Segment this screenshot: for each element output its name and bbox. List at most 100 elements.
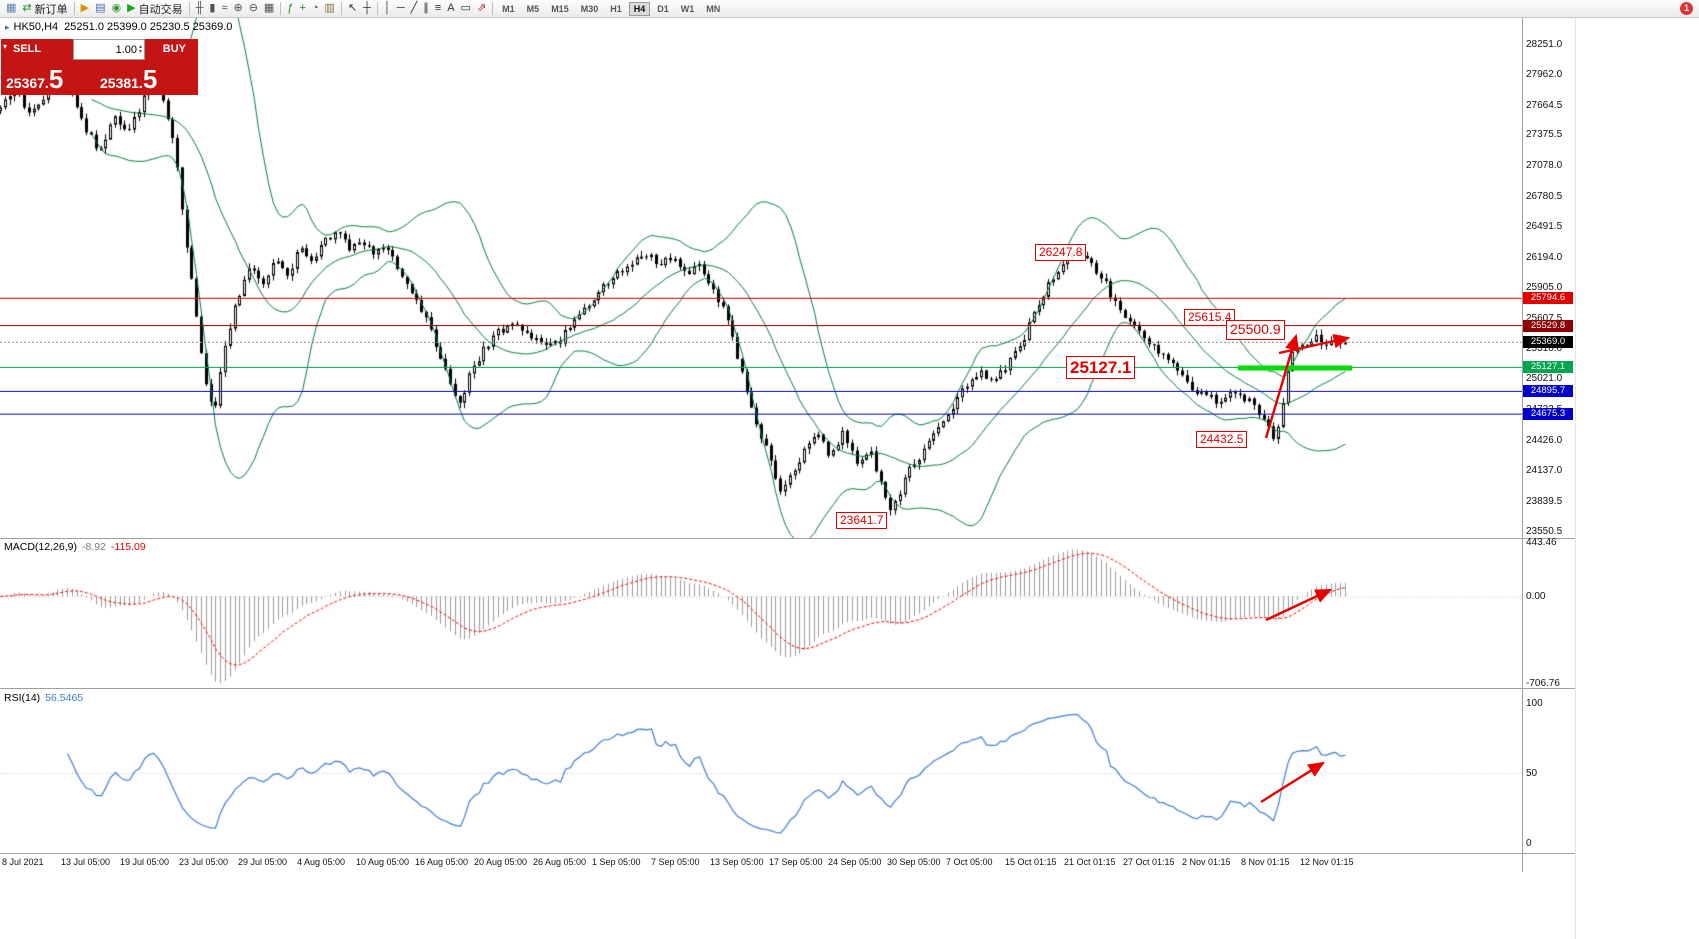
cursor-icon: ↖ xyxy=(347,2,358,14)
time-axis-label: 8 Jul 2021 xyxy=(2,857,44,867)
time-axis-label: 4 Aug 05:00 xyxy=(297,857,346,867)
price-level-tag: 25794.6 xyxy=(1523,292,1573,305)
fibonacci-icon[interactable]: ≡ xyxy=(432,1,444,16)
volume-down-icon[interactable]: ▾ xyxy=(138,48,142,55)
auto-trading-button[interactable]: ▶ 自动交易 xyxy=(124,1,185,16)
macd-axis-tick: 0.00 xyxy=(1526,591,1546,603)
fibonacci-icon: ≡ xyxy=(434,2,442,14)
text-icon: A xyxy=(447,2,455,14)
time-axis-label: 12 Nov 01:15 xyxy=(1300,857,1354,867)
buy-button[interactable]: BUY xyxy=(145,39,198,60)
vertical-line-icon: │ xyxy=(383,2,391,14)
one-click-trading-panel: ▾ SELL ▴ ▾ BUY 25367.5 25381.5 xyxy=(1,39,198,95)
macd-panel-canvas[interactable] xyxy=(0,539,1522,688)
templates-icon: ▥ xyxy=(324,2,335,14)
profiles-icon[interactable]: ▤ xyxy=(92,1,108,16)
price-axis-tick: 26780.5 xyxy=(1526,191,1563,203)
price-level-tag: 25369.0 xyxy=(1523,336,1573,349)
macd-indicator-label: MACD(12,26,9) -8.92 -115.09 xyxy=(4,541,146,553)
zoom-out-icon[interactable]: ⊖ xyxy=(246,1,261,16)
price-axis-tick: 25021.0 xyxy=(1526,373,1563,385)
macd-value: -8.92 xyxy=(81,541,106,553)
megaphone-icon[interactable]: ▶ xyxy=(78,1,92,16)
volume-input[interactable] xyxy=(74,43,139,56)
price-annotation-label: 26247.8 xyxy=(1035,244,1087,261)
arrows-tool-icon[interactable]: ⇗ xyxy=(474,1,489,16)
buy-price[interactable]: 25381.5 xyxy=(100,64,158,94)
panel-separator-macd[interactable] xyxy=(0,538,1575,539)
timeframe-button-M1[interactable]: M1 xyxy=(502,3,515,14)
channel-icon[interactable]: ∥ xyxy=(420,1,432,16)
market-watch-icon[interactable]: ◉ xyxy=(109,1,125,16)
collapse-trading-panel-icon[interactable]: ▾ xyxy=(3,42,8,51)
timeframe-button-H4[interactable]: H4 xyxy=(628,1,651,16)
price-axis-tick: 25607.5 xyxy=(1526,312,1563,324)
price-axis-tick: 27664.5 xyxy=(1526,99,1563,111)
price-axis-separator xyxy=(1522,18,1523,872)
line-chart-icon[interactable]: ≈ xyxy=(218,1,230,16)
timeframe-button-D1[interactable]: D1 xyxy=(657,3,669,14)
crosshair-icon[interactable]: ┼ xyxy=(360,1,374,16)
arrows-tool-icon: ⇗ xyxy=(476,2,487,14)
volume-spinner[interactable]: ▴ ▾ xyxy=(138,43,144,55)
timeframe-button-W1[interactable]: W1 xyxy=(680,3,695,14)
main-chart-canvas[interactable] xyxy=(0,18,1522,538)
price-axis-tick: 27962.0 xyxy=(1526,68,1563,80)
zoom-in-icon[interactable]: ⊕ xyxy=(230,1,245,16)
notification-badge[interactable]: 1 xyxy=(1680,2,1693,15)
tile-windows-icon: ▦ xyxy=(263,2,275,14)
timeframe-button-M15[interactable]: M15 xyxy=(551,3,569,14)
trade-prices-row: 25367.5 25381.5 xyxy=(1,60,198,95)
sell-price[interactable]: 25367.5 xyxy=(6,64,64,94)
time-axis-label: 29 Jul 05:00 xyxy=(238,857,288,867)
crosshair-icon: ┼ xyxy=(363,2,371,14)
indicators-icon[interactable]: ƒ xyxy=(284,1,296,16)
text-label-icon: ▭ xyxy=(460,2,471,14)
timeframe-button-H1[interactable]: H1 xyxy=(610,3,622,14)
rsi-name: RSI(14) xyxy=(4,692,41,704)
timeframe-button-M30[interactable]: M30 xyxy=(580,3,599,14)
price-axis-tick: 23839.5 xyxy=(1526,495,1563,507)
chart-window-icon: ▦ xyxy=(6,2,17,14)
cursor-icon[interactable]: ↖ xyxy=(345,1,360,16)
time-axis-label: 1 Sep 05:00 xyxy=(592,857,641,867)
bar-chart-icon: ╫ xyxy=(195,2,204,14)
macd-axis-tick: 443.46 xyxy=(1526,537,1557,548)
timeframe-button-MN[interactable]: MN xyxy=(706,3,721,14)
chart-symbol-label: HK50,H4 xyxy=(13,21,59,33)
rsi-panel-canvas[interactable] xyxy=(0,689,1522,853)
candlestick-chart-icon[interactable]: ▮ xyxy=(206,1,218,16)
panel-separator-rsi[interactable] xyxy=(0,688,1575,689)
time-axis-label: 8 Nov 01:15 xyxy=(1241,857,1290,867)
chart-window-icon[interactable]: ▦ xyxy=(3,1,19,16)
zoom-out-icon: ⊖ xyxy=(248,2,258,14)
time-axis-label: 13 Sep 05:00 xyxy=(710,857,764,867)
toolbar: ▦ ⇄ 新订单 ▶ ▤ ◉ ▶ 自动交易 ╫ ▮ ≈ ⊕ ⊖ ▦ ƒ + ◔ ▥ ↖ ┼ │ ─ ╱ ∥ ≡ A ▭ ⇗ M1 M5 M15… xyxy=(0,0,1699,18)
horizontal-line-icon[interactable]: ─ xyxy=(394,1,408,16)
bar-chart-icon[interactable]: ╫ xyxy=(193,1,207,16)
auto-trading-icon: ▶ xyxy=(127,2,136,14)
new-order-button[interactable]: ⇄ 新订单 xyxy=(19,1,70,16)
price-axis-tick: 27375.5 xyxy=(1526,129,1563,141)
timeframe-button-M5[interactable]: M5 xyxy=(526,3,540,14)
periods-icon[interactable]: ◔ xyxy=(309,1,322,16)
time-axis-separator xyxy=(0,853,1575,854)
time-axis-label: 19 Jul 05:00 xyxy=(120,857,170,867)
vertical-line-icon[interactable]: │ xyxy=(381,1,394,16)
volume-stepper[interactable]: ▴ ▾ xyxy=(73,39,145,60)
market-watch-icon: ◉ xyxy=(111,2,122,14)
sell-button[interactable]: SELL xyxy=(1,39,73,60)
text-label-icon[interactable]: ▭ xyxy=(458,1,474,16)
time-axis-label: 15 Oct 01:15 xyxy=(1005,857,1057,867)
add-indicator-icon[interactable]: + xyxy=(296,1,308,16)
trendline-icon[interactable]: ╱ xyxy=(408,1,421,16)
line-chart-icon: ≈ xyxy=(221,2,228,14)
separator-4 xyxy=(340,2,342,15)
volume-up-icon[interactable]: ▴ xyxy=(138,43,142,50)
profiles-icon: ▤ xyxy=(95,2,106,14)
tile-windows-icon[interactable]: ▦ xyxy=(261,1,277,16)
text-icon[interactable]: A xyxy=(444,1,457,16)
price-axis-tick: 24426.0 xyxy=(1526,435,1563,446)
time-axis-label: 30 Sep 05:00 xyxy=(887,857,941,867)
templates-icon[interactable]: ▥ xyxy=(322,1,338,16)
